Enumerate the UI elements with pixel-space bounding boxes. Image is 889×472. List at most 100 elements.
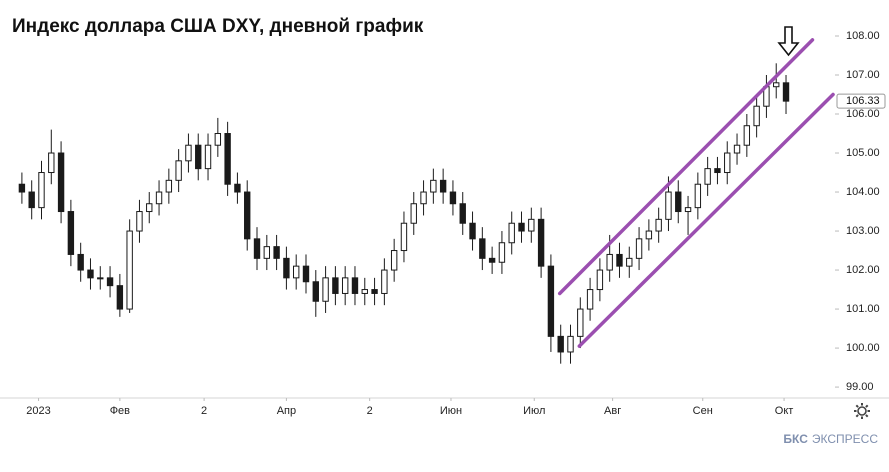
candle-body	[498, 242, 506, 263]
candle-body	[782, 82, 790, 102]
candle-body	[214, 133, 222, 146]
candle-body	[596, 269, 604, 291]
candle-body	[38, 172, 45, 209]
candle-body	[733, 144, 741, 154]
candle-body	[332, 277, 339, 294]
candle-body	[146, 203, 153, 213]
x-tick-label: Апр	[277, 405, 296, 417]
candle-body	[439, 179, 447, 193]
candle-body	[645, 230, 653, 240]
y-tick-label: 103.00	[846, 225, 880, 237]
x-tick-label: 2	[367, 405, 373, 417]
candle-body	[361, 289, 368, 294]
candle-body	[244, 191, 251, 240]
candle-body	[655, 218, 662, 232]
x-tick-label: Фев	[110, 405, 130, 417]
candle-body	[694, 183, 702, 209]
candle-body	[106, 277, 114, 287]
candle-body	[67, 211, 75, 255]
watermark-brand: БКС	[783, 432, 808, 446]
candle-body	[18, 183, 26, 193]
candle-body	[704, 168, 711, 185]
candle-body	[195, 144, 202, 170]
candle-body	[479, 238, 486, 259]
candle-body	[606, 253, 613, 271]
y-tick-label: 108.00	[846, 30, 880, 42]
candle-body	[57, 152, 65, 213]
candle-body	[528, 218, 535, 232]
candle-body	[175, 160, 182, 181]
candle-body	[126, 230, 133, 310]
candle-body	[204, 144, 212, 170]
settings-icon[interactable]	[854, 403, 870, 419]
candle-body	[449, 191, 457, 205]
watermark: БКС ЭКСПРЕСС	[783, 432, 878, 446]
candle-body	[665, 191, 672, 220]
candle-body	[116, 285, 124, 310]
candle-body	[537, 218, 545, 267]
y-tick-label: 105.00	[846, 147, 880, 159]
candle-body	[469, 222, 476, 240]
candle-body	[753, 105, 760, 127]
candle-body	[273, 246, 280, 259]
y-tick-label: 101.00	[846, 303, 880, 315]
trend-line	[577, 92, 835, 348]
y-tick-label: 100.00	[846, 342, 880, 354]
gear-teeth	[854, 403, 870, 419]
candle-body	[185, 144, 192, 162]
candle-body	[547, 265, 555, 337]
candle-body	[508, 222, 515, 244]
candle-body	[635, 238, 643, 259]
trend-line	[557, 38, 815, 296]
candle-body	[714, 168, 721, 174]
candle-body	[293, 265, 300, 279]
candle-body	[626, 257, 633, 267]
chart-title: Индекс доллара США DXY, дневной график	[12, 16, 424, 37]
last-price-label: 106.33	[846, 95, 880, 107]
y-tick-label: 104.00	[846, 186, 880, 198]
candle-body	[224, 133, 231, 185]
candle-body	[518, 222, 525, 232]
x-tick-label: Сен	[693, 405, 713, 417]
candle-body	[234, 183, 241, 193]
candle-body	[400, 222, 408, 252]
y-tick-label: 107.00	[846, 69, 880, 81]
candle-body	[77, 253, 84, 271]
candle-body	[48, 152, 55, 174]
candle-body	[302, 265, 310, 283]
candle-body	[28, 191, 35, 209]
candle-body	[586, 289, 594, 310]
candle-body	[322, 277, 329, 302]
x-tick-label: Июл	[523, 405, 545, 417]
y-tick-label: 102.00	[846, 264, 880, 276]
candle-body	[773, 82, 780, 88]
candle-body	[724, 152, 731, 174]
candle-body	[351, 277, 359, 294]
candle-body	[136, 211, 143, 232]
x-tick-label: 2	[201, 405, 207, 417]
candle-body	[577, 308, 584, 337]
candle-body	[97, 277, 104, 280]
candle-body	[557, 335, 564, 353]
candle-body	[616, 253, 623, 267]
candle-body	[312, 281, 319, 302]
x-tick-label: Окт	[775, 405, 794, 417]
candle-body	[263, 246, 271, 259]
candle-body	[341, 277, 349, 294]
candle-body	[155, 191, 163, 205]
candle-body	[430, 179, 437, 193]
candle-body	[371, 289, 378, 294]
candle-body	[165, 179, 173, 193]
candle-body	[87, 269, 94, 279]
candle-body	[253, 238, 261, 259]
y-tick-label: 106.00	[846, 108, 880, 120]
candle-body	[420, 191, 427, 205]
candle-body	[684, 207, 692, 213]
candle-body	[283, 257, 290, 279]
candle-body	[675, 191, 682, 213]
last-price-box	[836, 93, 886, 109]
gear-hub	[857, 406, 867, 416]
candle-body	[390, 250, 398, 271]
